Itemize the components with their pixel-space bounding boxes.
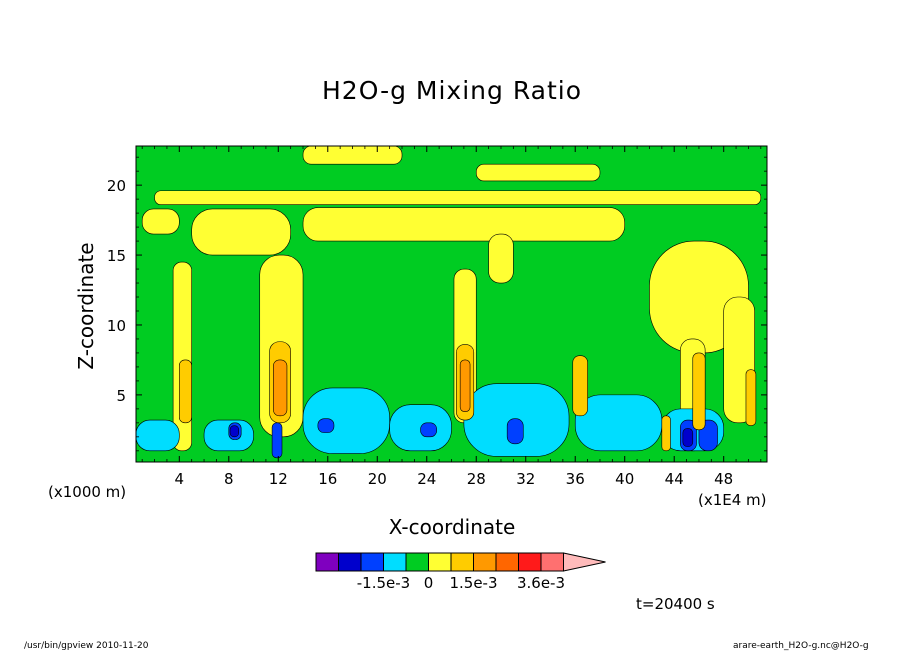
region-level-3: [136, 419, 180, 452]
x-tick-label: 28: [467, 470, 486, 488]
region-level-7: [273, 359, 288, 417]
x-tick-label: 40: [615, 470, 634, 488]
colorbar-label: -1.5e-3: [357, 574, 410, 592]
colorbar-swatch: [338, 552, 362, 572]
colorbar-swatch: [360, 552, 384, 572]
region-level-2: [271, 422, 283, 459]
chart-title: H2O-g Mixing Ratio: [321, 76, 583, 105]
region-level-1: [682, 428, 694, 447]
colorbar-swatch: [495, 552, 519, 572]
colorbar-swatch: [315, 552, 339, 572]
x-tick-label: 32: [516, 470, 535, 488]
y-tick-label: 20: [107, 177, 126, 195]
x-tick-label: 12: [269, 470, 288, 488]
y-axis-unit: (x1000 m): [48, 483, 127, 501]
colorbar-swatch: [450, 552, 474, 572]
time-label: t=20400 s: [636, 595, 715, 613]
region-level-5: [302, 207, 626, 242]
x-tick-label: 4: [175, 470, 185, 488]
region-level-3: [302, 387, 390, 454]
footer-right: arare-earth_H2O-g.nc@H2O-g: [733, 641, 869, 651]
region-level-6: [572, 355, 588, 417]
x-tick-label: 44: [665, 470, 684, 488]
region-level-1: [229, 425, 239, 438]
region-level-6: [661, 415, 671, 452]
colorbar: -1.5e-3 0 1.5e-3 3.6e-3: [315, 552, 606, 592]
x-tick-label: 16: [318, 470, 337, 488]
colorbar-label: 3.6e-3: [517, 574, 565, 592]
region-level-2: [317, 418, 335, 433]
colorbar-swatch: [405, 552, 429, 572]
colorbar-swatch: [473, 552, 497, 572]
colorbar-swatch: [540, 552, 564, 572]
y-tick-label: 15: [107, 247, 126, 265]
y-tick-label: 5: [116, 387, 126, 405]
colorbar-swatch: [383, 552, 407, 572]
colorbar-swatch: [428, 552, 452, 572]
colorbar-arrow: [563, 552, 606, 572]
x-tick-label: 36: [566, 470, 585, 488]
y-tick-label: 10: [107, 317, 126, 335]
region-level-5: [154, 190, 762, 206]
colorbar-swatch: [518, 552, 542, 572]
footer-left: /usr/bin/gpview 2010-11-20: [24, 641, 149, 651]
region-level-2: [420, 422, 437, 438]
region-level-7: [459, 359, 471, 412]
region-level-6: [179, 359, 192, 424]
region-level-5: [475, 163, 601, 182]
colorbar-label: 0: [424, 574, 434, 592]
colorbar-label: 1.5e-3: [449, 574, 497, 592]
x-tick-label: 8: [224, 470, 234, 488]
region-level-5: [488, 233, 514, 284]
region-level-5: [191, 208, 291, 256]
x-tick-label: 20: [368, 470, 387, 488]
region-level-3: [574, 394, 663, 452]
x-axis-label: X-coordinate: [388, 515, 516, 539]
region-level-5: [141, 208, 180, 235]
x-tick-label: 24: [417, 470, 436, 488]
region-level-2: [506, 418, 524, 445]
plot-area: [136, 146, 767, 462]
x-tick-label: 48: [714, 470, 733, 488]
region-level-6: [692, 352, 706, 431]
region-level-6: [745, 369, 757, 426]
x-axis-unit: (x1E4 m): [698, 491, 767, 509]
